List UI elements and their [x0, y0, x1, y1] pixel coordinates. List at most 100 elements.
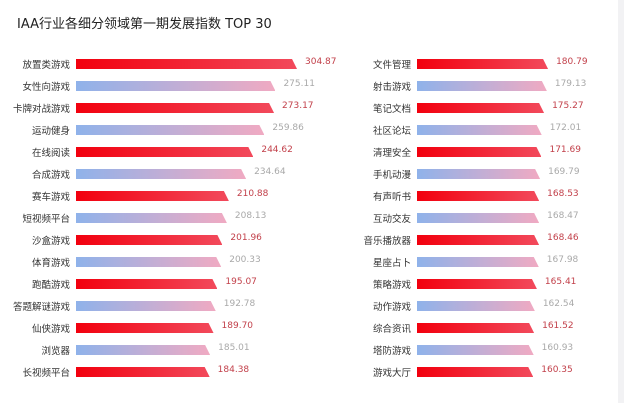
category-label: 浏览器 — [41, 346, 70, 357]
value-label: 168.46 — [547, 233, 579, 243]
value-label: 200.33 — [229, 255, 261, 265]
category-label: 社区论坛 — [372, 126, 411, 137]
category-label: 赛车游戏 — [31, 192, 70, 203]
category-label: 合成游戏 — [31, 170, 70, 181]
value-label: 169.79 — [548, 167, 580, 177]
bar — [76, 257, 221, 267]
bar-row: 在线阅读 244.62 — [0, 141, 293, 163]
bar-row: 游戏大厅 160.35 — [0, 361, 573, 383]
value-label: 259.86 — [272, 123, 304, 133]
category-label: 答题解谜游戏 — [12, 302, 70, 313]
bar-row: 浏览器 185.01 — [0, 339, 249, 361]
value-label: 201.96 — [230, 233, 262, 243]
value-label: 273.17 — [282, 101, 314, 111]
value-label: 304.87 — [305, 57, 337, 67]
value-label: 275.11 — [283, 79, 315, 89]
value-label: 179.13 — [554, 79, 587, 89]
bar — [76, 191, 229, 201]
value-label: 168.53 — [547, 189, 579, 199]
value-label: 161.52 — [542, 321, 574, 331]
bar-row: 文件管理 180.79 — [0, 53, 588, 75]
bar-row: 答题解谜游戏 192.78 — [0, 295, 255, 317]
category-label: 长视频平台 — [22, 368, 70, 379]
category-label: 跑酷游戏 — [31, 280, 70, 291]
value-label: 210.88 — [236, 189, 269, 199]
category-label: 运动健身 — [31, 126, 70, 137]
category-label: 女性向游戏 — [22, 82, 70, 93]
bar-row: 跑酷游戏 195.07 — [0, 273, 257, 295]
page-edge — [618, 0, 624, 403]
value-label: 244.62 — [261, 145, 293, 155]
value-label: 168.47 — [547, 211, 579, 221]
bar-row: 运动健身 259.86 — [0, 119, 304, 141]
category-label: 在线阅读 — [31, 148, 70, 159]
bar — [76, 81, 275, 91]
bar-row: 塔防游戏 160.93 — [0, 339, 573, 361]
category-label: 综合资讯 — [372, 324, 411, 335]
category-label: 体育游戏 — [31, 258, 70, 269]
bar — [417, 59, 548, 69]
bar — [76, 235, 222, 245]
chart-title: IAA行业各细分领域第一期发展指数 TOP 30 — [17, 17, 272, 32]
bar-row: 仙侠游戏 189.70 — [0, 317, 253, 339]
category-label: 有声听书 — [372, 192, 411, 203]
bar-row: 互动交友 168.47 — [0, 207, 579, 229]
value-label: 208.13 — [234, 211, 267, 221]
value-label: 192.78 — [223, 299, 256, 309]
category-label: 游戏大厅 — [372, 368, 411, 379]
bar-row: 沙盒游戏 201.96 — [0, 229, 262, 251]
bar — [76, 367, 210, 377]
bar — [417, 323, 534, 333]
bar-row: 卡牌对战游戏 273.17 — [0, 97, 314, 119]
bar — [417, 103, 544, 113]
bar — [76, 279, 217, 289]
category-label: 清理安全 — [372, 148, 411, 159]
bar — [417, 257, 539, 267]
bar — [76, 213, 227, 223]
value-label: 171.69 — [549, 145, 581, 155]
bar — [417, 125, 542, 135]
category-label: 沙盒游戏 — [31, 236, 70, 247]
bar — [76, 59, 297, 69]
bar-row: 短视频平台 208.13 — [0, 207, 266, 229]
category-label: 音乐播放器 — [363, 236, 411, 247]
value-label: 189.70 — [221, 321, 254, 331]
bar — [76, 323, 214, 333]
bar-row: 放置类游戏 304.87 — [0, 53, 336, 75]
value-label: 160.93 — [541, 343, 574, 353]
value-label: 184.38 — [217, 365, 250, 375]
bar-row: 体育游戏 200.33 — [0, 251, 261, 273]
bar — [417, 345, 534, 355]
bar — [417, 191, 539, 201]
bar-row: 音乐播放器 168.46 — [0, 229, 578, 251]
value-label: 195.07 — [225, 277, 257, 287]
category-label: 策略游戏 — [372, 280, 411, 291]
bar-row: 有声听书 168.53 — [0, 185, 579, 207]
bar-row: 合成游戏 234.64 — [0, 163, 286, 185]
bar — [417, 367, 533, 377]
bar-row: 手机动漫 169.79 — [0, 163, 580, 185]
bar — [417, 213, 539, 223]
bar — [417, 147, 541, 157]
bar — [417, 81, 547, 91]
value-label: 160.35 — [541, 365, 573, 375]
bar-row: 赛车游戏 210.88 — [0, 185, 268, 207]
value-label: 162.54 — [542, 299, 575, 309]
category-label: 塔防游戏 — [372, 346, 411, 357]
value-label: 167.98 — [546, 255, 579, 265]
category-label: 星座占卜 — [372, 258, 411, 269]
bar — [76, 301, 216, 311]
value-label: 180.79 — [556, 57, 588, 67]
value-label: 165.41 — [544, 277, 577, 287]
value-label: 185.01 — [218, 343, 250, 353]
bar — [417, 279, 537, 289]
category-label: 放置类游戏 — [22, 60, 70, 71]
bar — [76, 169, 246, 179]
category-label: 卡牌对战游戏 — [12, 104, 70, 115]
bar — [417, 235, 539, 245]
category-label: 笔记文档 — [372, 104, 411, 115]
bar-row: 综合资讯 161.52 — [0, 317, 574, 339]
category-label: 动作游戏 — [372, 302, 411, 313]
bar-row: 社区论坛 172.01 — [0, 119, 581, 141]
bar-row: 清理安全 171.69 — [0, 141, 581, 163]
